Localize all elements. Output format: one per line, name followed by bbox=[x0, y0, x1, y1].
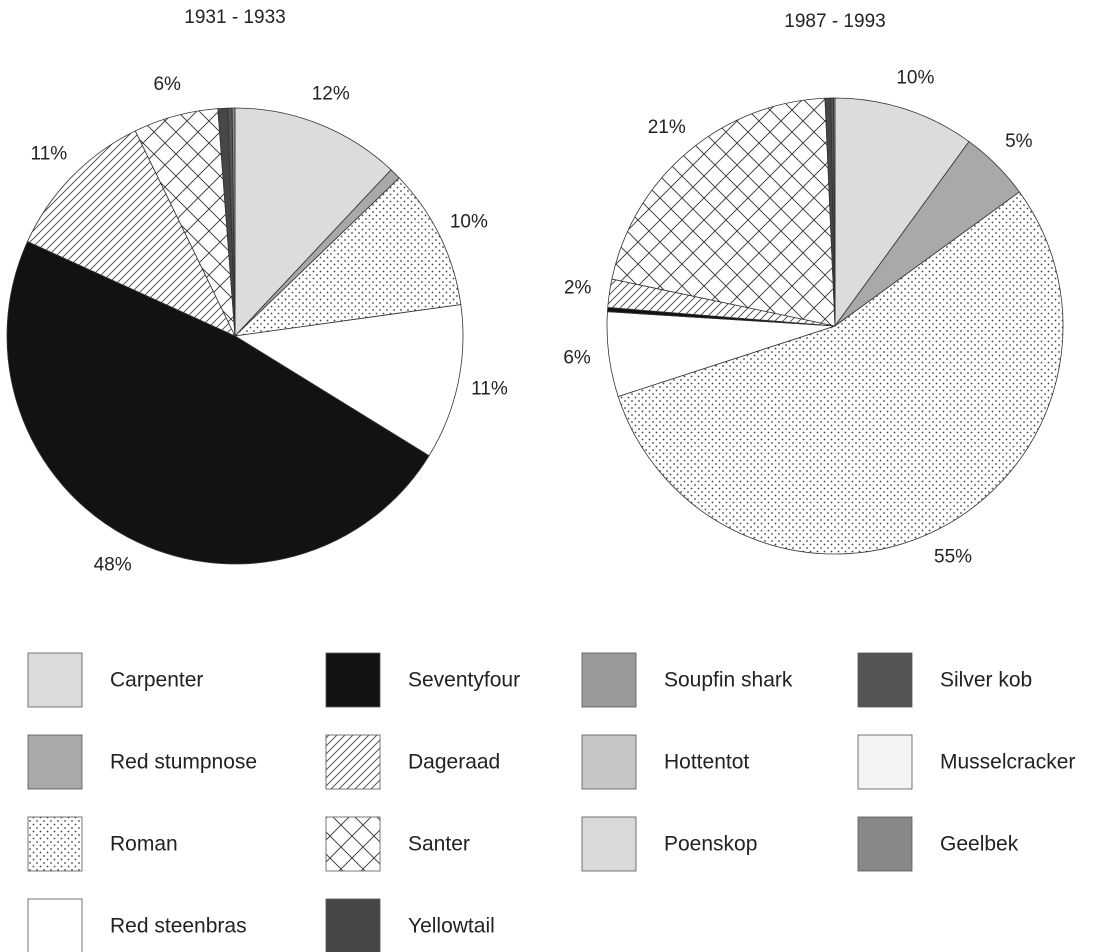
slice-label: 12% bbox=[312, 83, 350, 104]
pie-slice bbox=[611, 97, 836, 327]
legend-swatch bbox=[581, 652, 637, 708]
legend-label: Roman bbox=[110, 833, 178, 856]
legend-label: Musselcracker bbox=[940, 751, 1075, 774]
slice-label: 6% bbox=[153, 74, 181, 95]
slice-label: 21% bbox=[648, 117, 686, 138]
pie-title: 1987 - 1993 bbox=[784, 11, 885, 32]
slice-label: 5% bbox=[1005, 131, 1033, 152]
legend-swatch bbox=[581, 816, 637, 872]
legend-swatch bbox=[325, 652, 381, 708]
legend-label: Hottentot bbox=[664, 751, 749, 774]
legend-swatch bbox=[27, 652, 83, 708]
slice-label: 2% bbox=[564, 278, 592, 299]
legend-swatch bbox=[27, 898, 83, 952]
slice-label: 6% bbox=[563, 348, 591, 369]
slice-label: 10% bbox=[450, 211, 488, 232]
legend-label: Carpenter bbox=[110, 669, 203, 692]
pie-slice bbox=[233, 177, 462, 337]
legend-label: Poenskop bbox=[664, 833, 757, 856]
pie-slice bbox=[617, 191, 1064, 555]
pie-slice bbox=[231, 107, 236, 337]
legend-label: Seventyfour bbox=[408, 669, 520, 692]
legend-label: Silver kob bbox=[940, 669, 1032, 692]
legend-label: Red steenbras bbox=[110, 915, 247, 938]
legend-swatch bbox=[27, 816, 83, 872]
legend-swatch bbox=[857, 816, 913, 872]
legend-swatch bbox=[325, 734, 381, 790]
slice-label: 11% bbox=[471, 379, 508, 400]
legend-label: Red stumpnose bbox=[110, 751, 257, 774]
slice-label: 10% bbox=[896, 68, 934, 89]
pie-slice bbox=[834, 97, 970, 328]
pie-slice bbox=[833, 97, 836, 327]
legend-swatch bbox=[857, 734, 913, 790]
slice-label: 11% bbox=[31, 143, 68, 164]
legend-swatch bbox=[27, 734, 83, 790]
legend-label: Santer bbox=[408, 833, 470, 856]
legend-label: Soupfin shark bbox=[664, 669, 793, 692]
pie-slice bbox=[6, 240, 430, 565]
pie-slice bbox=[26, 130, 236, 337]
legend-swatch bbox=[857, 652, 913, 708]
legend-label: Yellowtail bbox=[408, 915, 495, 938]
pie-title: 1931 - 1933 bbox=[184, 7, 285, 28]
pie-slice bbox=[233, 304, 464, 457]
slice-label: 48% bbox=[94, 554, 132, 575]
slice-label: 55% bbox=[934, 547, 972, 568]
legend-label: Dageraad bbox=[408, 751, 500, 774]
legend-label: Geelbek bbox=[940, 833, 1019, 856]
legend-swatch bbox=[325, 816, 381, 872]
legend-swatch bbox=[581, 734, 637, 790]
pie-slice bbox=[234, 107, 392, 338]
legend-swatch bbox=[325, 898, 381, 952]
